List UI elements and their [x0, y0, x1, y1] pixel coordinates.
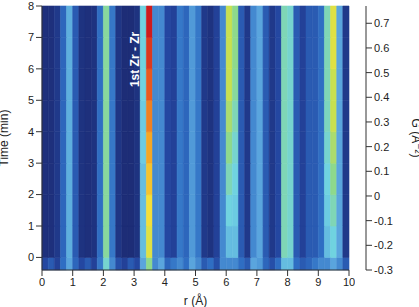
svg-text:0.3: 0.3	[374, 116, 389, 128]
svg-text:0.2: 0.2	[374, 141, 389, 153]
svg-text:10: 10	[343, 276, 355, 288]
svg-text:-0.1: -0.1	[374, 215, 393, 227]
svg-text:3: 3	[28, 157, 34, 169]
svg-text:0: 0	[39, 276, 45, 288]
svg-text:2: 2	[28, 188, 34, 200]
svg-text:1: 1	[70, 276, 76, 288]
svg-text:-0.2: -0.2	[374, 239, 393, 251]
svg-text:6: 6	[223, 276, 229, 288]
svg-text:0.7: 0.7	[374, 17, 389, 29]
svg-text:0: 0	[374, 190, 380, 202]
svg-text:3: 3	[131, 276, 137, 288]
svg-text:-0.3: -0.3	[374, 264, 393, 276]
svg-text:0.1: 0.1	[374, 165, 389, 177]
svg-text:1st Zr - Zr: 1st Zr - Zr	[128, 31, 142, 87]
svg-text:r (Å): r (Å)	[184, 293, 207, 307]
svg-text:1: 1	[28, 220, 34, 232]
svg-text:5: 5	[192, 276, 198, 288]
svg-text:5: 5	[28, 94, 34, 106]
svg-text:0: 0	[28, 251, 34, 263]
svg-text:7: 7	[28, 31, 34, 43]
svg-text:4: 4	[162, 276, 168, 288]
svg-text:0.6: 0.6	[374, 42, 389, 54]
svg-text:7: 7	[254, 276, 260, 288]
svg-text:4: 4	[28, 126, 34, 138]
svg-text:6: 6	[28, 63, 34, 75]
svg-text:Time (min): Time (min)	[8, 110, 11, 167]
svg-text:0.5: 0.5	[374, 67, 389, 79]
svg-text:9: 9	[315, 276, 321, 288]
svg-text:0.4: 0.4	[374, 91, 389, 103]
svg-text:2: 2	[100, 276, 106, 288]
svg-text:8: 8	[285, 276, 291, 288]
svg-text:8: 8	[28, 0, 34, 12]
svg-text:G (Å⁻²): G (Å⁻²)	[409, 119, 411, 158]
